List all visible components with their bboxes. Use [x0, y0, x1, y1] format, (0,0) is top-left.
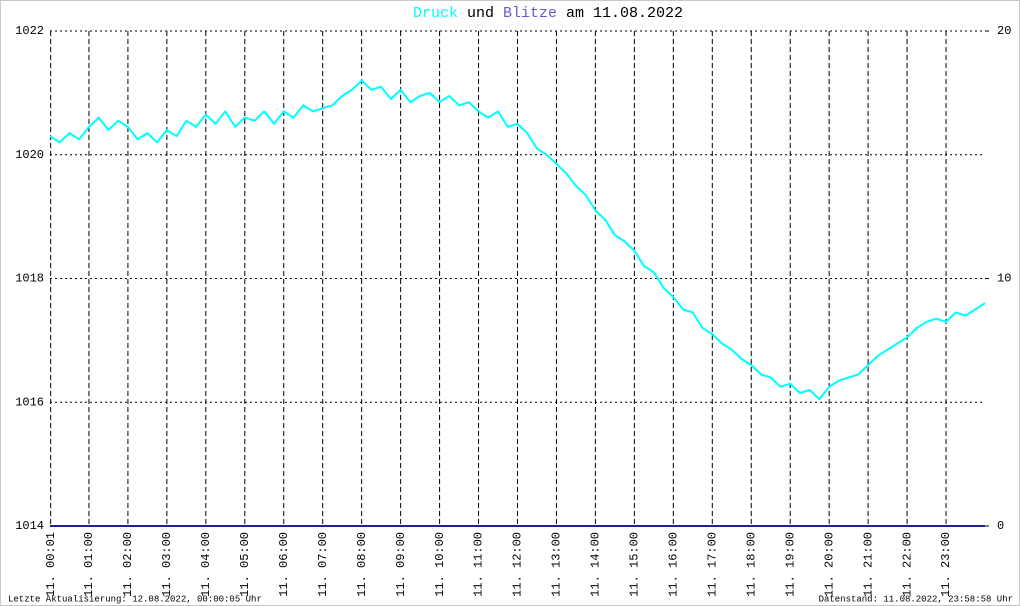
x-tick-label: 11. 14:00	[589, 532, 603, 597]
x-tick-label: 11. 21:00	[861, 532, 875, 597]
x-tick-label: 11. 08:00	[355, 532, 369, 597]
y2-tick-label: 20	[997, 24, 1011, 38]
x-tick-label: 11. 22:00	[900, 532, 914, 597]
x-tick-label: 11. 03:00	[160, 532, 174, 597]
x-tick-label: 11. 12:00	[511, 532, 525, 597]
x-tick-label: 11. 07:00	[316, 532, 330, 597]
x-tick-label: 11. 19:00	[783, 532, 797, 597]
title-date: am 11.08.2022	[566, 5, 683, 22]
x-tick-label: 11. 15:00	[628, 532, 642, 597]
y-tick-label: 1016	[15, 395, 44, 409]
x-tick-label: 11. 13:00	[550, 532, 564, 597]
x-tick-label: 11. 10:00	[433, 532, 447, 597]
footer-right: Datenstand: 11.08.2022, 23:58:58 Uhr	[819, 594, 1013, 604]
x-tick-label: 11. 16:00	[667, 532, 681, 597]
y-tick-label: 1020	[15, 148, 44, 162]
title-join: und	[467, 5, 494, 22]
y-tick-label: 1018	[15, 272, 44, 286]
x-tick-label: 11. 23:00	[939, 532, 953, 597]
data-line	[49, 79, 986, 401]
footer-left: Letzte Aktualisierung: 12.08.2022, 00:00…	[8, 594, 262, 604]
x-tick-label: 11. 05:00	[238, 532, 252, 597]
title-series-name: Druck	[413, 5, 458, 22]
x-tick-label: 11. 09:00	[394, 532, 408, 597]
x-tick-label: 11. 18:00	[744, 532, 758, 597]
y2-tick-label: 10	[997, 272, 1011, 286]
x-tick-label: 11. 04:00	[199, 532, 213, 597]
y-tick-label: 1014	[15, 519, 44, 533]
chart-title: Druck und Blitze am 11.08.2022	[413, 5, 683, 22]
x-tick-label: 11. 17:00	[705, 532, 719, 597]
y-tick-label: 1022	[15, 24, 44, 38]
title-series-name: Blitze	[503, 5, 557, 22]
x-tick-label: 11. 06:00	[277, 532, 291, 597]
x-tick-label: 11. 02:00	[121, 532, 135, 597]
x-tick-label: 11. 20:00	[822, 532, 836, 597]
x-tick-label: 11. 01:00	[82, 532, 96, 597]
y2-tick-label: 0	[997, 519, 1004, 533]
x-tick-label: 11. 11:00	[472, 532, 486, 597]
x-tick-label: 11. 00:01	[44, 532, 58, 597]
